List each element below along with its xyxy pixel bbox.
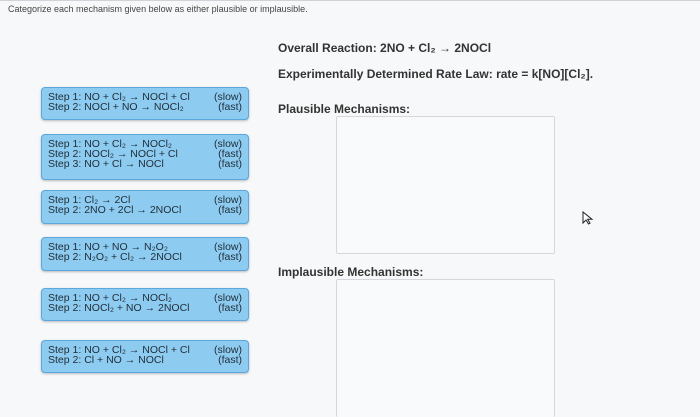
- mechanism-step: Step 2: Cl + NO → NOCl (fast): [48, 354, 242, 366]
- step-text: Step 1: NO + Cl₂ → NOCl + Cl: [48, 91, 190, 103]
- mouse-pointer-icon: [582, 211, 594, 225]
- mechanism-step: Step 2: NOCl + NO → NOCl₂ (fast): [48, 101, 242, 113]
- step-rate: (fast): [218, 251, 242, 263]
- mechanism-step: Step 2: 2NO + 2Cl → 2NOCl (fast): [48, 204, 242, 216]
- step-text: Step 2: NOCl₂ + NO → 2NOCl: [48, 302, 190, 314]
- step-text: Step 2: N₂O₂ + Cl₂ → 2NOCl: [48, 251, 182, 263]
- mechanism-step: Step 2: N₂O₂ + Cl₂ → 2NOCl (fast): [48, 251, 242, 263]
- step-rate: (fast): [218, 158, 242, 170]
- mechanism-step: Step 2: NOCl₂ + NO → 2NOCl (fast): [48, 302, 242, 314]
- mechanism-card-6[interactable]: Step 1: NO + Cl₂ → NOCl + Cl (slow) Step …: [41, 340, 249, 373]
- step-text: Step 1: NO + Cl₂ → NOCl₂: [48, 138, 172, 150]
- instruction-text: Categorize each mechanism given below as…: [8, 4, 308, 14]
- step-rate: (slow): [214, 138, 242, 150]
- mechanism-step: Step 1: NO + Cl₂ → NOCl₂ (slow): [48, 138, 242, 150]
- rate-law: Experimentally Determined Rate Law: rate…: [278, 67, 594, 81]
- mechanism-step: Step 2: NOCl₂ → NOCl + Cl (fast): [48, 148, 242, 160]
- mechanism-card-1[interactable]: Step 1: NO + Cl₂ → NOCl + Cl (slow) Step …: [41, 87, 249, 120]
- implausible-heading: Implausible Mechanisms:: [278, 265, 424, 279]
- step-rate: (slow): [214, 241, 242, 253]
- mechanism-card-2[interactable]: Step 1: NO + Cl₂ → NOCl₂ (slow) Step 2: N…: [41, 134, 249, 180]
- mechanism-card-5[interactable]: Step 1: NO + Cl₂ → NOCl₂ (slow) Step 2: N…: [41, 288, 249, 321]
- step-text: Step 1: NO + Cl₂ → NOCl + Cl: [48, 344, 190, 356]
- step-rate: (slow): [214, 194, 242, 206]
- step-rate: (slow): [214, 91, 242, 103]
- step-rate: (fast): [218, 354, 242, 366]
- step-text: Step 3: NO + Cl → NOCl: [48, 158, 164, 170]
- mechanism-card-3[interactable]: Step 1: Cl₂ → 2Cl (slow) Step 2: 2NO + 2C…: [41, 190, 249, 224]
- mechanism-step: Step 1: NO + Cl₂ → NOCl + Cl (slow): [48, 344, 242, 356]
- step-rate: (slow): [214, 344, 242, 356]
- step-text: Step 2: 2NO + 2Cl → 2NOCl: [48, 204, 182, 216]
- step-text: Step 2: NOCl₂ → NOCl + Cl: [48, 148, 178, 160]
- step-text: Step 2: NOCl + NO → NOCl₂: [48, 101, 184, 113]
- top-divider: [0, 0, 700, 1]
- plausible-heading: Plausible Mechanisms:: [278, 102, 411, 116]
- mechanism-step: Step 3: NO + Cl → NOCl (fast): [48, 158, 242, 170]
- mechanism-step: Step 1: NO + Cl₂ → NOCl₂ (slow): [48, 292, 242, 304]
- step-rate: (fast): [218, 101, 242, 113]
- step-rate: (fast): [218, 148, 242, 160]
- mechanism-step: Step 1: Cl₂ → 2Cl (slow): [48, 194, 242, 206]
- implausible-drop-zone[interactable]: [336, 279, 555, 417]
- mechanism-step: Step 1: NO + NO → N₂O₂ (slow): [48, 241, 242, 253]
- plausible-drop-zone[interactable]: [336, 116, 555, 254]
- step-text: Step 1: NO + Cl₂ → NOCl₂: [48, 292, 172, 304]
- step-text: Step 1: NO + NO → N₂O₂: [48, 241, 168, 253]
- mechanism-step: Step 1: NO + Cl₂ → NOCl + Cl (slow): [48, 91, 242, 103]
- step-text: Step 2: Cl + NO → NOCl: [48, 354, 164, 366]
- step-text: Step 1: Cl₂ → 2Cl: [48, 194, 131, 206]
- overall-reaction: Overall Reaction: 2NO + Cl₂ → 2NOCl: [278, 41, 492, 55]
- step-rate: (fast): [218, 204, 242, 216]
- step-rate: (fast): [218, 302, 242, 314]
- mechanism-card-4[interactable]: Step 1: NO + NO → N₂O₂ (slow) Step 2: N₂O…: [41, 237, 249, 271]
- step-rate: (slow): [214, 292, 242, 304]
